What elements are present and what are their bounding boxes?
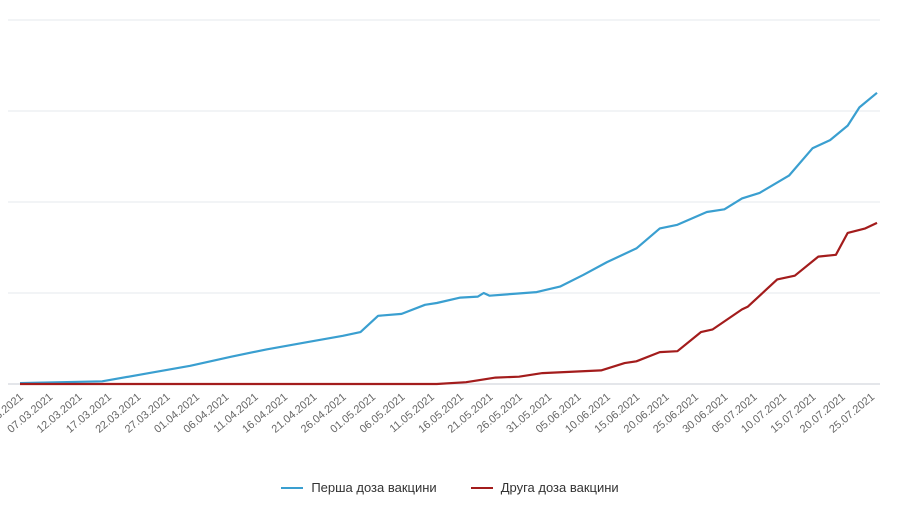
legend-swatch-first-dose [281, 486, 304, 489]
legend-swatch-second-dose [470, 486, 493, 489]
series-line-first-dose [19, 91, 878, 385]
legend-item-second-dose[interactable]: Друга доза вакцини [470, 480, 619, 495]
legend: Перша доза вакцини Друга доза вакцини [0, 480, 900, 495]
legend-item-first-dose[interactable]: Перша доза вакцини [281, 480, 437, 495]
legend-label-second-dose: Друга доза вакцини [500, 480, 619, 495]
series-line-second-dose [20, 221, 878, 386]
legend-label-first-dose: Перша доза вакцини [311, 480, 437, 495]
